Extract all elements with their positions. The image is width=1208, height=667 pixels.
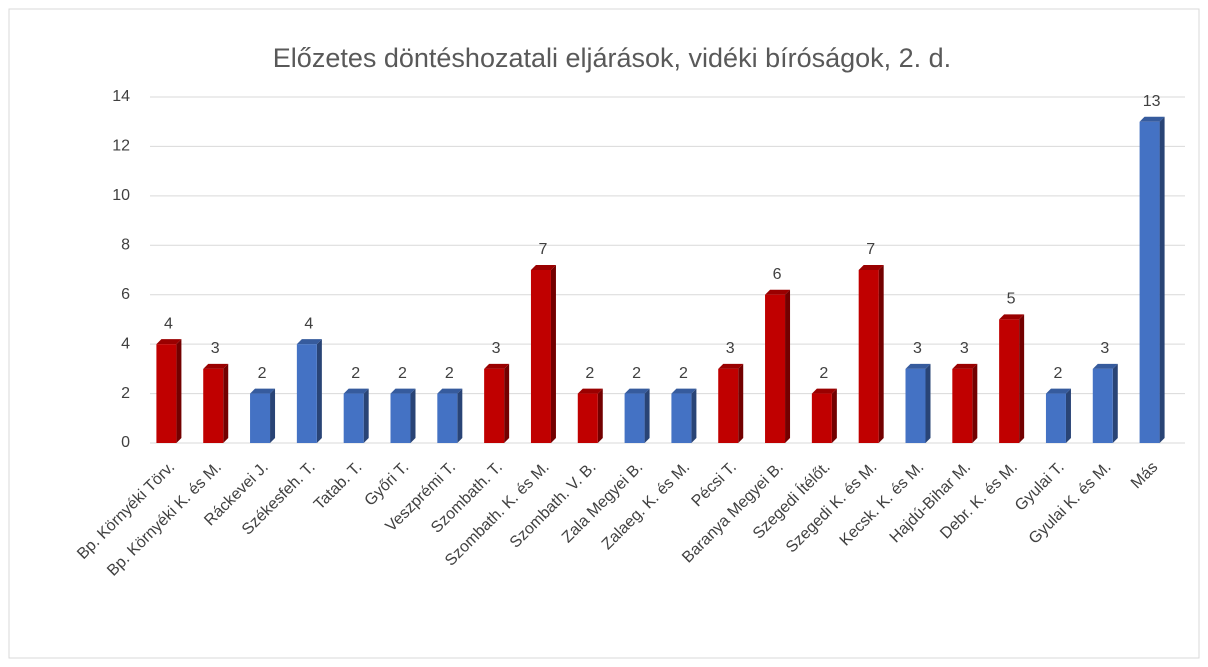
bar-top [624, 388, 650, 394]
bar-top [156, 339, 182, 345]
chart-title: Előzetes döntéshozatali eljárások, vidék… [273, 43, 951, 73]
bar [203, 368, 224, 443]
value-label: 7 [866, 241, 875, 258]
bar-top [296, 339, 322, 345]
bar-side [316, 339, 322, 443]
bar-top [343, 388, 369, 394]
bar [999, 319, 1020, 443]
bar [437, 393, 458, 443]
value-label: 2 [398, 365, 407, 382]
value-label: 2 [585, 365, 594, 382]
y-tick-label: 2 [121, 385, 130, 402]
bar-top [905, 363, 931, 369]
bar-side [972, 363, 978, 443]
bar [156, 344, 177, 443]
value-label: 5 [1007, 291, 1016, 308]
bar-side [738, 363, 744, 443]
bar-top [999, 314, 1025, 320]
value-label: 3 [211, 340, 220, 357]
bar-top [765, 289, 791, 295]
y-tick-label: 12 [112, 138, 130, 155]
bar [296, 344, 317, 443]
bar [1092, 368, 1113, 443]
bar-top [390, 388, 416, 394]
value-label: 2 [445, 365, 454, 382]
bar-side [1065, 388, 1071, 443]
bar-side [925, 363, 931, 443]
bar-side [363, 388, 369, 443]
value-label: 2 [819, 365, 828, 382]
bar [624, 393, 645, 443]
value-label: 3 [913, 340, 922, 357]
bar-top [250, 388, 276, 394]
value-label: 2 [1054, 365, 1063, 382]
bar-top [203, 363, 229, 369]
bar-side [1019, 314, 1025, 443]
bar [952, 368, 973, 443]
bar-side [691, 388, 697, 443]
y-tick-label: 10 [112, 187, 130, 204]
bar-top [1045, 388, 1071, 394]
y-tick-label: 0 [121, 434, 130, 451]
bar-top [577, 388, 603, 394]
bar [811, 393, 832, 443]
y-tick-label: 4 [121, 335, 130, 352]
bar-top [858, 265, 884, 270]
value-label: 3 [960, 340, 969, 357]
bar-side [504, 363, 510, 443]
bar [484, 368, 505, 443]
bar [1139, 121, 1160, 443]
bar [530, 270, 551, 443]
bar-side [176, 339, 182, 443]
bar-top [484, 363, 510, 369]
bar-top [1139, 116, 1165, 122]
value-label: 4 [164, 315, 173, 332]
value-label: 6 [773, 266, 782, 283]
bar [1045, 393, 1066, 443]
value-label: 2 [632, 365, 641, 382]
bar [765, 294, 786, 443]
bar-side [597, 388, 603, 443]
bar-top [952, 363, 978, 369]
bar-side [410, 388, 416, 443]
bar [250, 393, 271, 443]
bar [858, 270, 879, 443]
bar-top [718, 363, 744, 369]
value-label: 4 [304, 315, 313, 332]
value-label: 3 [1100, 340, 1109, 357]
value-label: 3 [492, 340, 501, 357]
bar [390, 393, 411, 443]
bar-side [644, 388, 650, 443]
bar-side [1112, 363, 1118, 443]
value-label: 2 [351, 365, 360, 382]
bar-side [270, 388, 276, 443]
bar-side [1159, 116, 1165, 443]
bar [905, 368, 926, 443]
value-label: 2 [679, 365, 688, 382]
bar-side [831, 388, 837, 443]
y-tick-label: 8 [121, 237, 130, 254]
bar-top [530, 265, 556, 270]
bar [718, 368, 739, 443]
value-label: 2 [258, 365, 267, 382]
bar [343, 393, 364, 443]
bar [577, 393, 598, 443]
bar [671, 393, 692, 443]
bar-side [785, 289, 791, 443]
y-tick-label: 14 [112, 88, 130, 105]
value-label: 3 [726, 340, 735, 357]
y-tick-label: 6 [121, 286, 130, 303]
bar-side [550, 265, 556, 443]
bar-top [437, 388, 463, 394]
bar-side [223, 363, 229, 443]
value-label: 7 [539, 241, 548, 258]
bar-side [878, 265, 884, 443]
value-label: 13 [1143, 93, 1161, 110]
bar-top [811, 388, 837, 394]
bar-side [457, 388, 463, 443]
bar-top [1092, 363, 1118, 369]
bar-top [671, 388, 697, 394]
